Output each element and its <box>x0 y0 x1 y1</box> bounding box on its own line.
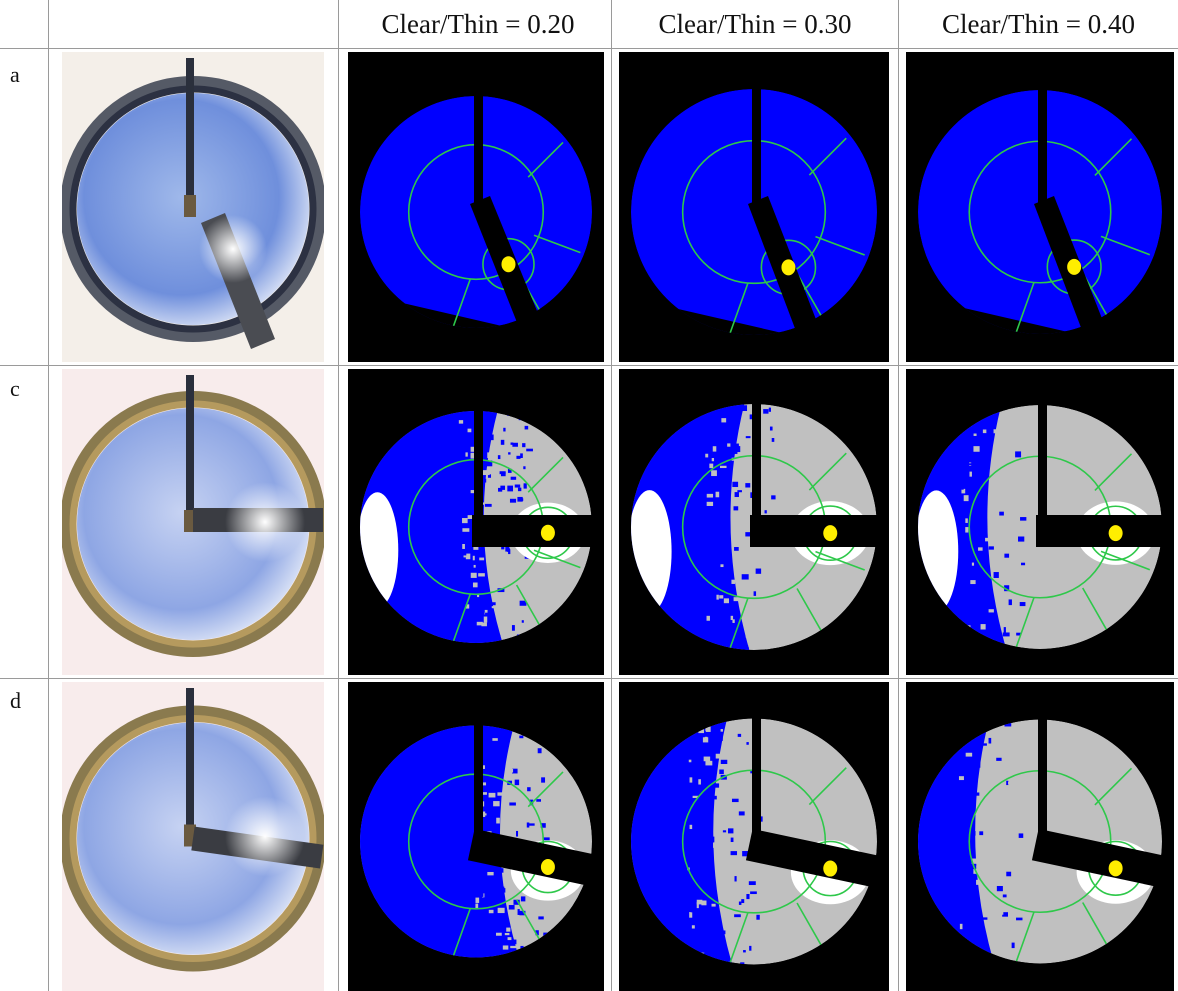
table-rule <box>48 0 49 991</box>
table-rule <box>611 0 612 991</box>
cloud-mask-c-threshold-1 <box>619 369 889 675</box>
table-rule <box>338 0 339 991</box>
cloud-mask-a-threshold-2 <box>906 52 1174 362</box>
sky-camera-photo-a <box>62 52 324 362</box>
table-rule <box>0 48 1178 49</box>
sky-camera-photo-d <box>62 682 324 991</box>
table-rule <box>0 365 1178 366</box>
cloud-mask-a-threshold-0 <box>348 52 604 362</box>
table-rule <box>0 678 1178 679</box>
sky-camera-photo-c <box>62 369 324 675</box>
cloud-mask-c-threshold-0 <box>348 369 604 675</box>
row-label-d: d <box>10 688 21 713</box>
cloud-mask-d-threshold-2 <box>906 682 1174 991</box>
column-header-020: Clear/Thin = 0.20 <box>381 9 575 39</box>
table-rule <box>898 0 899 991</box>
column-header-030: Clear/Thin = 0.30 <box>658 9 852 39</box>
row-label-c: c <box>10 376 20 401</box>
cloud-mask-d-threshold-1 <box>619 682 889 991</box>
row-label-a: a <box>10 62 20 87</box>
column-header-040: Clear/Thin = 0.40 <box>942 9 1135 39</box>
cloud-mask-c-threshold-2 <box>906 369 1174 675</box>
cloud-mask-d-threshold-0 <box>348 682 604 991</box>
cloud-mask-a-threshold-1 <box>619 52 889 362</box>
